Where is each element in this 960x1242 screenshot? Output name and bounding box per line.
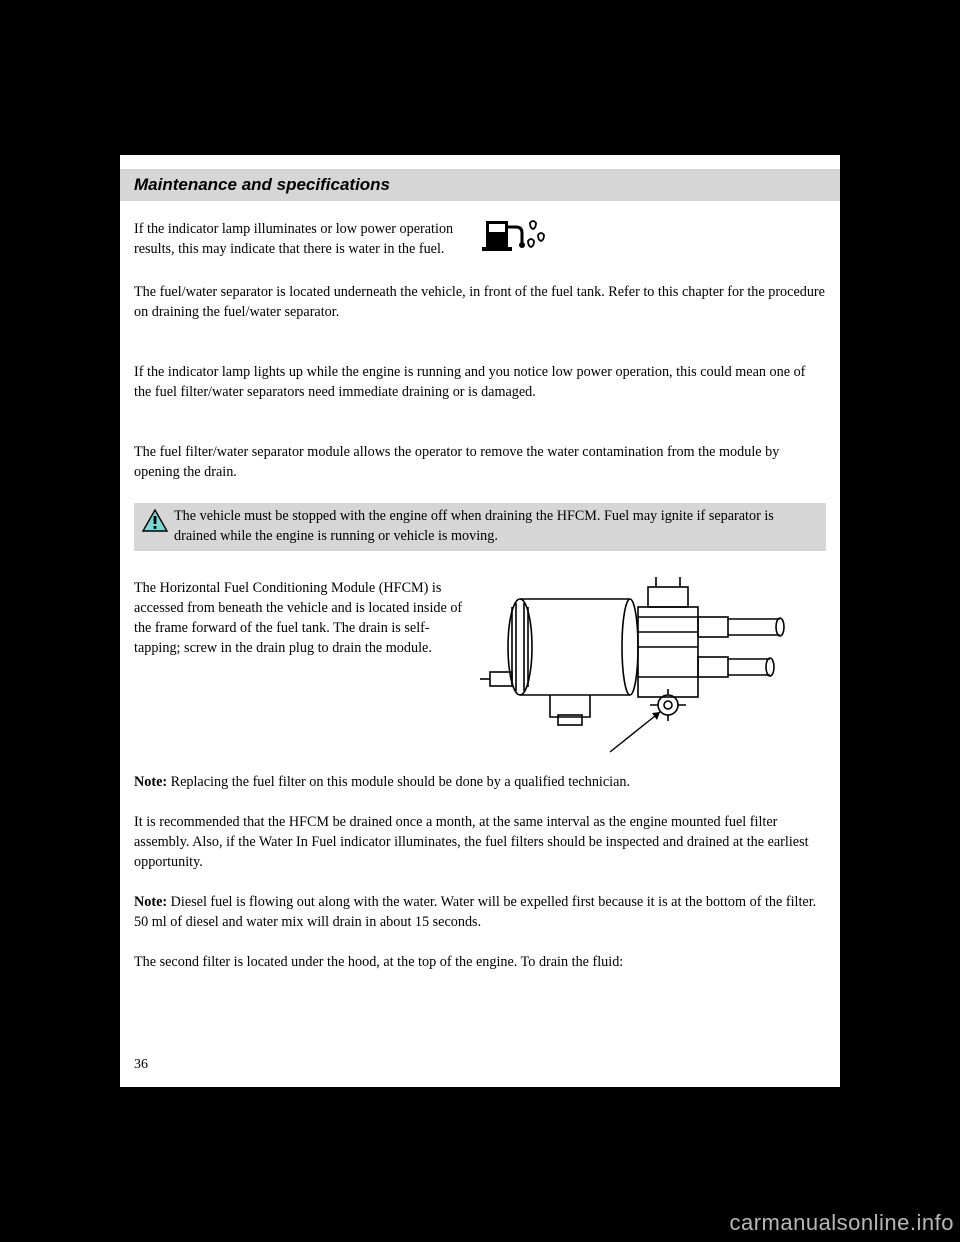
paragraph-hfcm-access: The Horizontal Fuel Conditioning Module … xyxy=(134,579,474,659)
hfcm-diagram xyxy=(480,577,820,757)
note-diesel-text: Diesel fuel is flowing out along with th… xyxy=(134,894,816,930)
paragraph-drain-module: The fuel filter/water separator module a… xyxy=(134,443,826,483)
section-header-bar: Maintenance and specifications xyxy=(120,169,840,201)
paragraph-separator-location: The fuel/water separator is located unde… xyxy=(134,283,826,323)
paragraph-note-technician: Note: Replacing the fuel filter on this … xyxy=(134,773,826,793)
paragraph-drain-interval: It is recommended that the HFCM be drain… xyxy=(134,813,826,873)
section-title: Maintenance and specifications xyxy=(134,175,390,195)
manual-page: Maintenance and specifications If the in… xyxy=(120,155,840,1087)
paragraph-second-filter: The second filter is located under the h… xyxy=(134,953,826,973)
warning-text: The vehicle must be stopped with the eng… xyxy=(174,508,774,544)
paragraph-note-diesel-flow: Note: Diesel fuel is flowing out along w… xyxy=(134,893,826,933)
paragraph-low-power: If the indicator lamp lights up while th… xyxy=(134,363,826,403)
watermark-text: carmanualsonline.info xyxy=(729,1210,954,1236)
fuel-water-indicator-icon xyxy=(480,217,560,269)
warning-callout: The vehicle must be stopped with the eng… xyxy=(134,503,826,551)
note-label: Note: xyxy=(134,774,167,790)
note-label-2: Note: xyxy=(134,894,167,910)
paragraph-indicator-intro: If the indicator lamp illuminates or low… xyxy=(134,220,474,260)
page-number: 36 xyxy=(134,1057,148,1073)
warning-triangle-icon xyxy=(142,509,168,533)
note-technician-text: Replacing the fuel filter on this module… xyxy=(167,774,630,790)
